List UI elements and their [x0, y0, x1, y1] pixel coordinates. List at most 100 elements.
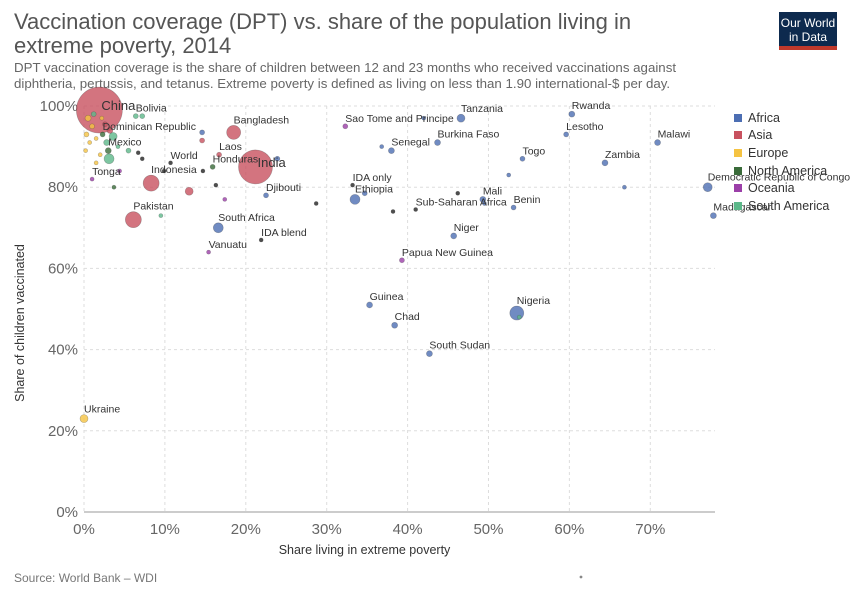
data-point[interactable] [76, 86, 123, 134]
legend-item-africa[interactable]: Africa [734, 109, 829, 127]
point-labels: China India Bangladesh Pakistan Indonesia Lao… [84, 98, 850, 416]
data-point[interactable] [97, 152, 103, 158]
data-point[interactable] [426, 350, 433, 357]
data-point[interactable] [212, 222, 224, 234]
data-point[interactable] [456, 113, 466, 123]
data-point[interactable] [313, 201, 319, 206]
data-point[interactable] [226, 125, 241, 140]
data-point[interactable] [104, 147, 112, 154]
point-label: South Africa [218, 212, 275, 224]
data-point[interactable] [391, 321, 398, 329]
data-point[interactable] [213, 182, 219, 188]
data-point[interactable] [84, 114, 92, 122]
legend-item-asia[interactable]: Asia [734, 127, 829, 145]
data-point[interactable] [413, 207, 418, 212]
data-point[interactable] [622, 184, 627, 190]
data-point[interactable] [99, 115, 105, 121]
data-point[interactable] [90, 111, 97, 117]
data-point[interactable] [516, 314, 522, 320]
data-point[interactable] [106, 127, 114, 134]
data-point[interactable] [168, 160, 173, 166]
data-point[interactable] [184, 186, 194, 196]
data-point[interactable] [99, 131, 106, 138]
legend-item-oceania[interactable]: Oceania [734, 179, 829, 197]
legend-item-europe[interactable]: Europe [734, 144, 829, 162]
data-point[interactable] [361, 190, 368, 197]
owid-logo[interactable]: Our World in Data [779, 12, 837, 50]
legend-swatch-oceania [734, 184, 742, 193]
data-point[interactable] [563, 131, 569, 138]
data-point[interactable] [132, 113, 139, 119]
data-point[interactable] [710, 212, 717, 219]
data-point[interactable] [139, 113, 146, 119]
data-point[interactable] [93, 160, 99, 166]
data-point[interactable] [115, 144, 121, 149]
data-point[interactable] [342, 123, 349, 130]
data-point[interactable] [506, 172, 512, 178]
data-point[interactable] [510, 204, 517, 211]
data-point[interactable] [568, 110, 576, 118]
legend-item-north-america[interactable]: North America [734, 162, 829, 180]
data-point[interactable] [222, 197, 228, 202]
data-point[interactable] [125, 211, 142, 228]
y-tick-label: 0% [56, 504, 78, 521]
data-point[interactable] [199, 129, 205, 136]
data-point[interactable] [79, 414, 89, 423]
data-point[interactable] [103, 153, 115, 165]
point-label: Ethiopia [355, 183, 393, 195]
data-point[interactable] [139, 156, 145, 162]
data-point[interactable] [83, 148, 88, 153]
data-point[interactable] [379, 144, 385, 149]
data-point[interactable] [258, 237, 264, 243]
data-point[interactable] [263, 192, 269, 199]
data-point[interactable] [654, 139, 661, 146]
data-point[interactable] [390, 209, 396, 214]
logo-line-2: in Data [788, 30, 828, 44]
data-point[interactable] [519, 155, 526, 162]
data-point[interactable] [601, 159, 609, 167]
data-point[interactable] [350, 182, 355, 188]
data-point[interactable] [93, 136, 99, 141]
data-point[interactable] [87, 140, 92, 145]
data-point[interactable] [83, 131, 90, 138]
data-point[interactable] [161, 168, 167, 174]
data-point[interactable] [388, 147, 395, 154]
data-point[interactable] [103, 139, 110, 146]
point-label: Nigeria [517, 295, 550, 307]
data-point[interactable] [108, 132, 118, 141]
data-point[interactable] [206, 249, 211, 255]
data-point[interactable] [421, 115, 427, 121]
data-point[interactable] [158, 213, 164, 218]
data-point[interactable] [482, 201, 487, 206]
data-point[interactable] [200, 168, 206, 174]
point-label: Lesotho [566, 121, 604, 133]
data-point[interactable] [450, 232, 458, 240]
data-point[interactable] [199, 137, 205, 144]
data-point[interactable] [238, 149, 273, 185]
data-point[interactable] [274, 155, 281, 162]
data-point[interactable] [349, 194, 361, 205]
data-point[interactable] [125, 147, 132, 154]
data-point[interactable] [702, 182, 713, 192]
data-point[interactable] [111, 184, 117, 190]
chart-title: Vaccination coverage (DPT) vs. share of … [14, 9, 632, 58]
point-label: Burkina Faso [438, 129, 500, 141]
data-point[interactable] [89, 123, 95, 130]
point-label: Laos [219, 141, 242, 153]
data-point[interactable] [216, 151, 222, 158]
point-label: World [171, 150, 198, 162]
data-point[interactable] [399, 257, 405, 264]
data-point[interactable] [142, 174, 160, 192]
legend-item-south-america[interactable]: South America [734, 197, 829, 215]
data-point[interactable] [135, 150, 141, 155]
data-point[interactable] [117, 168, 122, 174]
source-note[interactable]: Source: World Bank – WDI [14, 571, 158, 585]
data-point[interactable] [455, 190, 461, 196]
data-point[interactable] [509, 305, 525, 321]
data-point[interactable] [434, 139, 441, 146]
legend-label-north-america: North America [748, 163, 828, 178]
data-point[interactable] [366, 301, 373, 309]
data-point[interactable] [209, 164, 216, 170]
data-point[interactable] [102, 121, 108, 128]
data-point[interactable] [89, 176, 95, 182]
